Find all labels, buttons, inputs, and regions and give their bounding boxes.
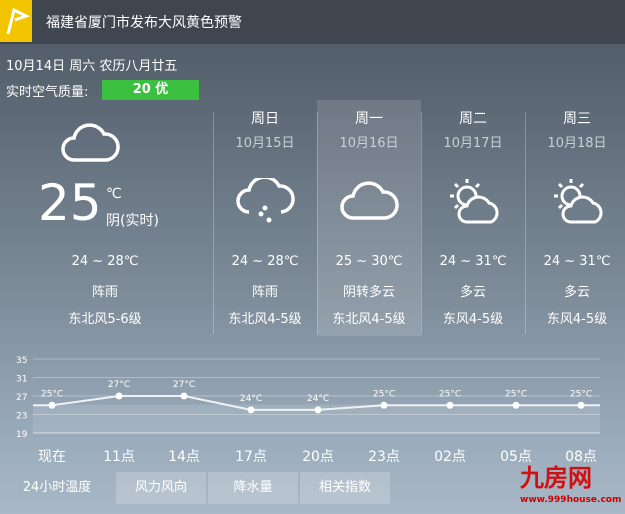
temp-unit: ℃ bbox=[106, 186, 122, 202]
y-tick-label: 19 bbox=[16, 430, 28, 440]
temp-range: 24 ~ 28℃ bbox=[231, 254, 299, 269]
watermark-logo: 九房网 www.999house.com bbox=[520, 464, 621, 506]
weather: 阴转多云 bbox=[342, 285, 395, 300]
wind: 东风4-5级 bbox=[546, 312, 608, 327]
temp-range: 25 ~ 30℃ bbox=[335, 254, 403, 269]
warning-title: 福建省厦门市发布大风黄色预警 bbox=[46, 15, 242, 31]
day-date: 10月15日 bbox=[235, 136, 295, 151]
wind: 东北风4-5级 bbox=[332, 312, 406, 327]
x-tick-label: 08点 bbox=[565, 449, 597, 465]
forecast-day-1[interactable]: 周一 10月16日 25 ~ 30℃ 阴转多云 东北风4-5级 bbox=[317, 100, 421, 336]
temp-range: 24 ~ 28℃ bbox=[71, 254, 139, 269]
partly-cloudy-icon bbox=[547, 178, 607, 230]
x-tick-label: 现在 bbox=[38, 449, 66, 465]
forecast-day-0[interactable]: 周日 10月15日 24 ~ 28℃ 阵雨 东北风4-5级 bbox=[213, 100, 317, 336]
data-label: 25°C bbox=[373, 389, 395, 399]
y-tick-label: 23 bbox=[16, 412, 27, 422]
column-divider bbox=[213, 112, 214, 334]
warning-flag-icon bbox=[0, 0, 32, 42]
temp-range: 24 ~ 31℃ bbox=[439, 254, 507, 269]
weather: 多云 bbox=[563, 285, 590, 300]
data-point bbox=[247, 406, 255, 414]
weather: 多云 bbox=[459, 285, 486, 300]
tab-wind[interactable]: 风力风向 bbox=[116, 472, 206, 504]
day-name: 周日 bbox=[251, 111, 279, 127]
wind: 东北风5-6级 bbox=[68, 312, 142, 327]
weather: 阵雨 bbox=[251, 285, 278, 300]
day-date: 10月18日 bbox=[547, 136, 607, 151]
day-date: 10月16日 bbox=[339, 136, 399, 151]
wind: 东风4-5级 bbox=[442, 312, 504, 327]
column-divider bbox=[421, 112, 422, 334]
watermark-text: 九房网 bbox=[520, 463, 592, 492]
warning-bar[interactable]: 福建省厦门市发布大风黄色预警 bbox=[0, 0, 625, 44]
current-temp: 25 bbox=[38, 174, 102, 232]
tab-precipitation[interactable]: 降水量 bbox=[208, 472, 298, 504]
data-point bbox=[380, 401, 388, 409]
data-label: 25°C bbox=[41, 389, 63, 399]
y-tick-label: 27 bbox=[16, 393, 27, 403]
weather: 阵雨 bbox=[91, 285, 118, 300]
x-tick-label: 23点 bbox=[368, 449, 400, 465]
data-label: 25°C bbox=[505, 389, 527, 399]
day-date: 10月17日 bbox=[443, 136, 503, 151]
x-tick-label: 14点 bbox=[168, 449, 200, 465]
forecast-day-3[interactable]: 周三 10月18日 24 ~ 31℃ 多云 东风4-5级 bbox=[525, 100, 625, 336]
tab-indices[interactable]: 相关指数 bbox=[300, 472, 390, 504]
temp-range: 24 ~ 31℃ bbox=[543, 254, 611, 269]
data-point bbox=[115, 392, 123, 400]
day-name: 周一 bbox=[355, 111, 383, 127]
day-name: 周三 bbox=[563, 111, 591, 127]
x-tick-label: 20点 bbox=[302, 449, 334, 465]
today-column: 25 ℃ 阴(实时) 24 ~ 28℃ 阵雨 东北风5-6级 bbox=[0, 100, 210, 336]
data-point bbox=[512, 401, 520, 409]
data-label: 24°C bbox=[307, 394, 329, 404]
x-tick-label: 11点 bbox=[103, 449, 135, 465]
data-label: 24°C bbox=[240, 394, 262, 404]
x-tick-label: 05点 bbox=[500, 449, 532, 465]
data-point bbox=[48, 401, 56, 409]
rain-cloud-icon bbox=[235, 175, 295, 230]
cloud-icon bbox=[339, 178, 399, 226]
data-label: 25°C bbox=[439, 389, 461, 399]
forecast-day-2[interactable]: 周二 10月17日 24 ~ 31℃ 多云 东风4-5级 bbox=[421, 100, 525, 336]
x-tick-label: 02点 bbox=[434, 449, 466, 465]
data-label: 27°C bbox=[173, 380, 195, 390]
air-quality-badge: 20 优 bbox=[102, 80, 199, 100]
air-quality-label: 实时空气质量: bbox=[6, 85, 89, 100]
y-tick-label: 31 bbox=[16, 375, 27, 385]
day-name: 周二 bbox=[459, 111, 487, 127]
column-divider bbox=[317, 112, 318, 334]
data-point bbox=[577, 401, 585, 409]
current-condition: 阴(实时) bbox=[106, 213, 159, 229]
tab-24h-temp[interactable]: 24小时温度 bbox=[22, 480, 92, 495]
wind: 东北风4-5级 bbox=[228, 312, 302, 327]
temperature-chart: 35 31 27 23 19 25°C 27°C 27°C 24°C 24°C 25°C 25°C 25… bbox=[16, 356, 600, 440]
data-point bbox=[180, 392, 188, 400]
today-date: 10月14日 周六 农历八月廿五 bbox=[6, 59, 178, 74]
data-point bbox=[446, 401, 454, 409]
y-tick-label: 35 bbox=[16, 356, 27, 366]
x-tick-label: 17点 bbox=[235, 449, 267, 465]
data-label: 27°C bbox=[108, 380, 130, 390]
chart-tabs: 24小时温度 风力风向 降水量 相关指数 bbox=[0, 472, 392, 504]
column-divider bbox=[525, 112, 526, 334]
partly-cloudy-icon bbox=[443, 178, 503, 230]
data-label: 25°C bbox=[570, 389, 592, 399]
data-point bbox=[314, 406, 322, 414]
cloud-icon bbox=[60, 120, 120, 168]
watermark-url: www.999house.com bbox=[520, 495, 622, 505]
